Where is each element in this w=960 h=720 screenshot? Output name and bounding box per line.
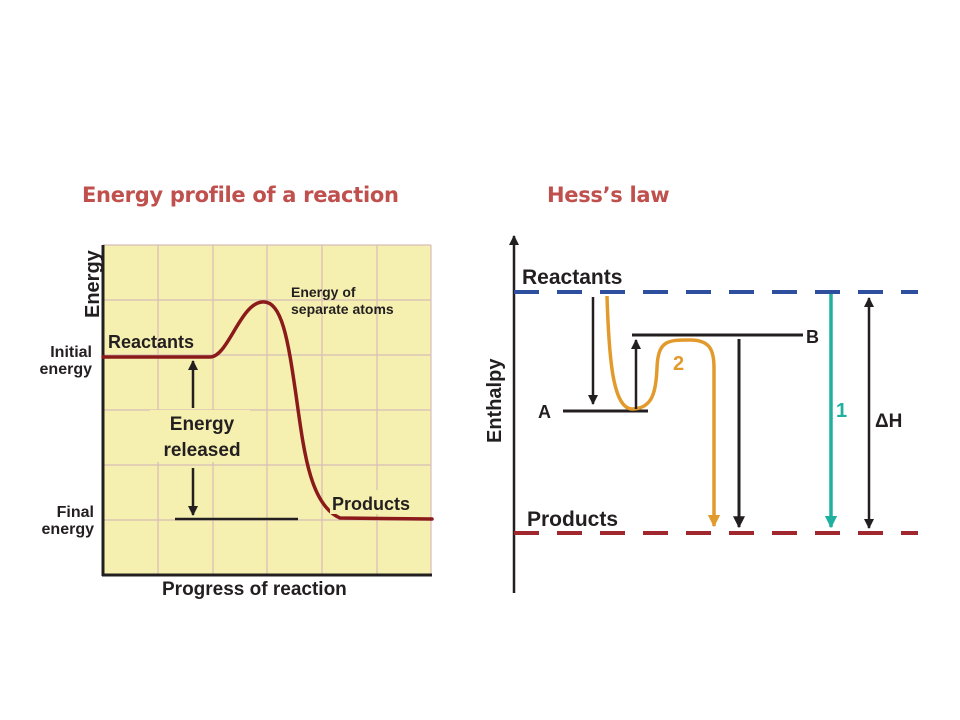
energy-axis-label: Energy (82, 249, 104, 318)
peak-label-line1: Energy of (291, 284, 356, 300)
route-1-label: 1 (836, 400, 847, 422)
energy-profile-title: Energy profile of a reaction (82, 183, 399, 207)
energy-profile-diagram: Energy Progress of reaction Initial ener… (40, 244, 434, 600)
route-2-label: 2 (673, 353, 684, 375)
reaction-energy-curve (101, 300, 434, 521)
intermediate-b-label: B (806, 327, 819, 347)
progress-axis-label: Progress of reaction (162, 579, 347, 600)
intermediate-a-label: A (538, 402, 551, 422)
products-label: Products (332, 494, 410, 514)
hess-law-diagram: Enthalpy Reactants Products A B 2 1 ΔH (484, 235, 918, 593)
products-label-bg (330, 490, 426, 514)
initial-energy-label-line2: energy (40, 361, 93, 378)
hess-law-title: Hess’s law (547, 183, 670, 207)
hess-reactants-label: Reactants (522, 266, 622, 289)
final-energy-label-line1: Final (57, 504, 94, 521)
hess-products-label: Products (527, 508, 618, 531)
reactants-label: Reactants (108, 332, 194, 352)
initial-energy-label-line1: Initial (50, 344, 92, 361)
route-2-path (605, 295, 721, 528)
final-energy-label-line2: energy (42, 521, 95, 538)
enthalpy-axis-label: Enthalpy (484, 358, 506, 443)
peak-label-line2: separate atoms (291, 301, 394, 317)
energy-released-label-line2: released (163, 440, 240, 461)
delta-h-label: ΔH (875, 411, 902, 432)
released-label-bg (150, 410, 250, 462)
energy-released-label-line1: Energy (170, 414, 235, 435)
